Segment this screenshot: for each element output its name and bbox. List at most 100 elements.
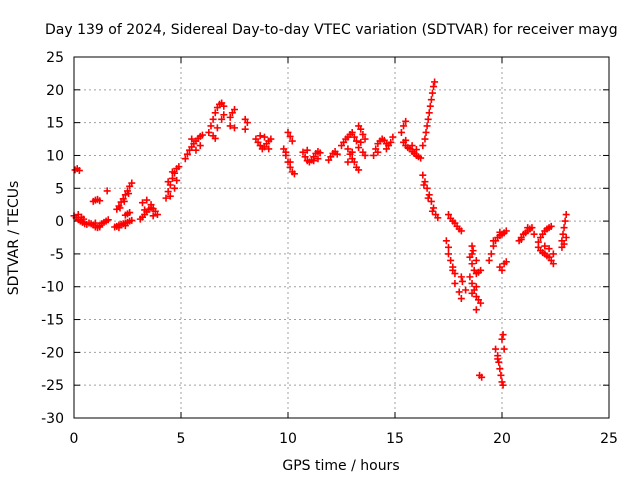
data-point-marker xyxy=(267,135,275,143)
data-point-marker xyxy=(472,306,480,314)
data-point-marker xyxy=(147,201,155,209)
data-point-marker xyxy=(284,128,292,136)
data-point-marker xyxy=(226,122,234,130)
data-point-marker xyxy=(427,197,435,205)
data-point-marker xyxy=(430,204,438,212)
data-point-marker xyxy=(314,155,322,163)
plot-frame xyxy=(73,56,610,419)
data-point-marker xyxy=(231,106,238,114)
data-point-marker xyxy=(350,158,358,166)
data-point-marker xyxy=(560,240,568,248)
y-tick-label: 25 xyxy=(46,50,64,66)
data-point-marker xyxy=(468,242,476,250)
y-tick-label: 5 xyxy=(55,181,64,197)
data-point-marker xyxy=(316,149,324,157)
data-point-marker xyxy=(517,235,525,243)
data-point-marker xyxy=(164,188,172,196)
data-point-marker xyxy=(348,128,356,136)
data-point-marker xyxy=(498,378,506,386)
data-point-marker xyxy=(549,260,557,268)
data-point-marker xyxy=(457,227,465,235)
data-point-marker xyxy=(359,130,367,138)
data-point-marker xyxy=(445,250,452,258)
data-point-marker xyxy=(188,135,196,143)
data-point-marker xyxy=(541,242,549,250)
x-axis-label: GPS time / hours xyxy=(282,458,399,474)
data-point-marker xyxy=(120,197,128,205)
data-point-marker xyxy=(241,125,249,133)
data-point-marker xyxy=(502,227,510,235)
data-point-marker xyxy=(116,204,124,212)
x-tick-label: 25 xyxy=(600,431,618,447)
data-point-marker xyxy=(121,222,129,230)
data-point-marker xyxy=(494,355,502,363)
data-point-marker xyxy=(389,133,397,141)
data-point-marker xyxy=(445,243,452,251)
data-point-marker xyxy=(348,148,356,156)
y-tick-label: 10 xyxy=(46,148,64,164)
data-point-marker xyxy=(301,153,309,161)
data-point-marker xyxy=(562,211,570,219)
data-point-marker xyxy=(422,128,430,136)
data-point-marker xyxy=(149,212,157,220)
data-point-marker xyxy=(451,279,459,287)
data-point-marker xyxy=(333,150,341,158)
data-point-marker xyxy=(355,166,363,174)
y-tick-label: 0 xyxy=(55,214,64,230)
data-point-marker xyxy=(421,178,429,186)
data-point-marker xyxy=(561,217,569,225)
data-point-marker xyxy=(423,184,431,192)
data-point-marker xyxy=(143,196,151,204)
data-point-marker xyxy=(231,124,238,132)
data-point-marker xyxy=(397,128,405,136)
data-point-marker xyxy=(357,138,365,146)
data-point-marker xyxy=(168,168,176,176)
data-point-marker xyxy=(402,136,410,144)
data-point-marker xyxy=(423,122,431,130)
grid xyxy=(74,57,609,418)
data-point-marker xyxy=(355,144,363,152)
data-point-marker xyxy=(487,250,495,258)
data-point-marker xyxy=(162,194,170,202)
y-tick-label: -30 xyxy=(41,411,64,427)
data-point-marker xyxy=(126,209,134,217)
data-point-marker xyxy=(164,178,172,186)
data-point-marker xyxy=(103,187,111,195)
data-point-marker xyxy=(534,238,542,246)
data-point-marker xyxy=(205,128,213,136)
data-point-marker xyxy=(181,155,189,163)
data-point-marker xyxy=(492,345,500,353)
y-tick-label: -20 xyxy=(41,345,64,361)
data-point-marker xyxy=(175,163,183,171)
data-point-marker xyxy=(213,124,221,132)
data-point-marker xyxy=(502,258,510,266)
data-point-marker xyxy=(420,181,428,189)
data-point-marker xyxy=(424,115,432,123)
data-point-marker xyxy=(451,270,459,278)
data-point-marker xyxy=(357,125,365,133)
data-point-marker xyxy=(498,335,506,343)
data-point-marker xyxy=(489,237,497,245)
data-point-marker xyxy=(80,215,88,223)
chart-title: Day 139 of 2024, Sidereal Day-to-day VTE… xyxy=(45,22,618,38)
data-point-marker xyxy=(425,191,433,199)
y-tick-label: -25 xyxy=(41,378,64,394)
data-point-marker xyxy=(91,219,99,227)
y-tick-label: 20 xyxy=(46,83,64,99)
data-point-marker xyxy=(183,150,191,158)
x-tick-label: 0 xyxy=(70,431,79,447)
data-point-marker xyxy=(141,206,149,214)
data-point-marker xyxy=(288,137,296,145)
data-point-marker xyxy=(303,146,311,154)
data-point-marker xyxy=(310,157,318,165)
data-point-marker xyxy=(241,115,249,123)
data-point-marker xyxy=(265,145,273,153)
data-point-marker xyxy=(468,279,476,287)
x-tick-label: 10 xyxy=(279,431,297,447)
data-point-marker xyxy=(128,179,136,187)
data-point-marker xyxy=(211,109,219,117)
data-point-marker xyxy=(260,133,268,141)
y-axis-label: SDTVAR / TECUs xyxy=(6,181,22,296)
data-point-marker xyxy=(462,286,470,294)
data-point-marker xyxy=(472,256,480,264)
